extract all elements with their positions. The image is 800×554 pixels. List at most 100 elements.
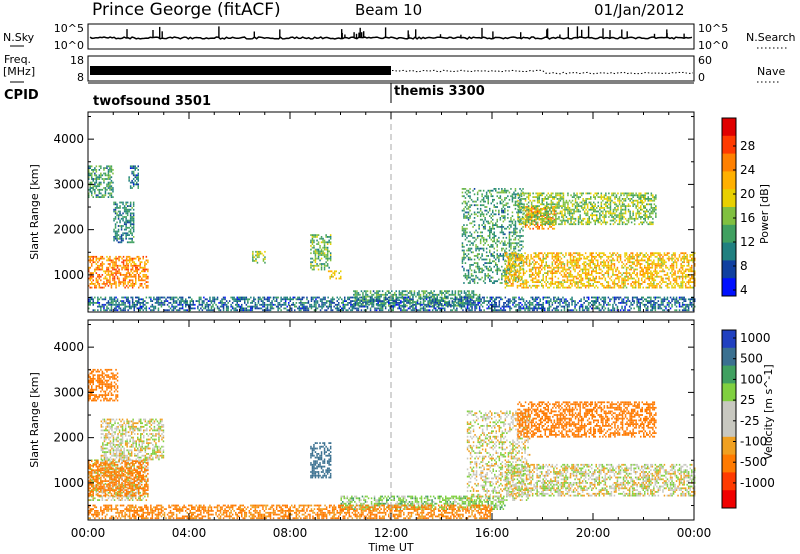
scatter-cell bbox=[519, 268, 522, 271]
scatter-cell bbox=[637, 281, 640, 283]
scatter-cell bbox=[627, 259, 629, 262]
scatter-cell bbox=[487, 267, 489, 270]
scatter-cell bbox=[559, 263, 561, 265]
scatter-cell bbox=[122, 201, 124, 204]
scatter-cell bbox=[519, 211, 521, 214]
scatter-cell bbox=[562, 266, 564, 269]
scatter-cell bbox=[644, 259, 646, 262]
scatter-cell bbox=[550, 217, 553, 220]
scatter-cell bbox=[136, 307, 138, 310]
scatter-cell bbox=[542, 279, 544, 282]
scatter-cell bbox=[97, 178, 99, 180]
scatter-cell bbox=[506, 277, 508, 280]
scatter-cell bbox=[504, 240, 506, 243]
scatter-cell bbox=[666, 252, 669, 255]
scatter-cell bbox=[650, 216, 653, 218]
scatter-cell bbox=[490, 229, 492, 232]
scatter-cell bbox=[622, 277, 625, 280]
scatter-cell bbox=[122, 232, 124, 235]
scatter-cell bbox=[461, 202, 464, 205]
scatter-cell bbox=[618, 281, 620, 283]
scatter-cell bbox=[583, 212, 586, 215]
scatter-cell bbox=[531, 266, 534, 269]
scatter-cell bbox=[148, 307, 151, 310]
scatter-cell bbox=[523, 221, 525, 224]
scatter-cell bbox=[573, 196, 575, 198]
scatter-cell bbox=[122, 212, 124, 215]
nave-top-tick: 60 bbox=[698, 54, 712, 67]
scatter-cell bbox=[559, 192, 562, 195]
scatter-cell bbox=[568, 268, 570, 271]
scatter-cell bbox=[569, 266, 572, 269]
scatter-cell bbox=[467, 276, 470, 279]
scatter-cell bbox=[502, 247, 505, 250]
scatter-cell bbox=[113, 283, 116, 285]
scatter-cell bbox=[650, 212, 653, 215]
scatter-cell bbox=[135, 274, 137, 276]
scatter-cell bbox=[262, 258, 265, 260]
scatter-cell bbox=[637, 263, 640, 265]
freq-strip-frame bbox=[87, 55, 695, 82]
scatter-cell bbox=[510, 195, 512, 198]
scatter-cell bbox=[545, 255, 547, 258]
scatter-cell bbox=[587, 277, 590, 280]
scatter-cell bbox=[106, 302, 108, 304]
scatter-cell bbox=[618, 198, 621, 200]
scatter-cell bbox=[605, 214, 607, 217]
scatter-cell bbox=[467, 274, 470, 277]
scatter-cell bbox=[525, 284, 528, 287]
scatter-cell bbox=[132, 205, 135, 207]
scatter-cell bbox=[551, 261, 554, 264]
scatter-cell bbox=[98, 303, 101, 306]
scatter-cell bbox=[617, 208, 619, 211]
scatter-cell bbox=[467, 271, 470, 274]
scatter-cell bbox=[502, 217, 505, 219]
scatter-cell bbox=[570, 212, 572, 215]
scatter-cell bbox=[586, 257, 588, 260]
scatter-cell bbox=[609, 223, 612, 226]
scatter-cell bbox=[574, 259, 576, 262]
scatter-cell bbox=[564, 219, 566, 222]
scatter-cell bbox=[125, 300, 128, 302]
scatter-cell bbox=[469, 197, 471, 199]
scatter-cell bbox=[409, 295, 411, 298]
scatter-cell bbox=[527, 192, 530, 195]
scatter-cell bbox=[463, 290, 466, 293]
scatter-cell bbox=[131, 223, 133, 226]
scatter-cell bbox=[590, 214, 592, 217]
scatter-cell bbox=[142, 286, 144, 289]
scatter-cell bbox=[583, 201, 586, 204]
scatter-cell bbox=[133, 264, 135, 267]
scatter-cell bbox=[644, 199, 646, 202]
scatter-cell bbox=[461, 245, 464, 248]
scatter-cell bbox=[593, 207, 595, 209]
scatter-cell bbox=[651, 275, 654, 278]
scatter-cell bbox=[593, 201, 595, 204]
scatter-cell bbox=[118, 305, 120, 308]
scatter-cell bbox=[671, 254, 673, 256]
scatter-cell bbox=[637, 255, 640, 258]
scatter-cell bbox=[552, 216, 554, 218]
scatter-cell bbox=[549, 208, 551, 211]
scatter-cell bbox=[528, 268, 531, 271]
scatter-cell bbox=[556, 192, 559, 195]
scatter-cell bbox=[122, 217, 124, 220]
scatter-cell bbox=[136, 272, 138, 274]
scatter-cell bbox=[677, 259, 679, 262]
scatter-cell bbox=[467, 253, 470, 255]
scatter-cell bbox=[642, 268, 644, 271]
scatter-cell bbox=[463, 245, 465, 248]
scatter-cell bbox=[628, 259, 631, 262]
scatter-cell bbox=[317, 241, 320, 244]
scatter-cell bbox=[141, 261, 143, 264]
scatter-cell bbox=[650, 272, 652, 274]
scatter-cell bbox=[154, 302, 157, 304]
scatter-cell bbox=[484, 209, 486, 212]
scatter-cell bbox=[95, 194, 98, 197]
scatter-cell bbox=[340, 270, 342, 273]
scatter-cell bbox=[473, 236, 476, 239]
scatter-cell bbox=[110, 283, 113, 285]
scatter-cell bbox=[592, 252, 594, 255]
scatter-cell bbox=[470, 198, 473, 201]
scatter-cell bbox=[571, 274, 573, 276]
